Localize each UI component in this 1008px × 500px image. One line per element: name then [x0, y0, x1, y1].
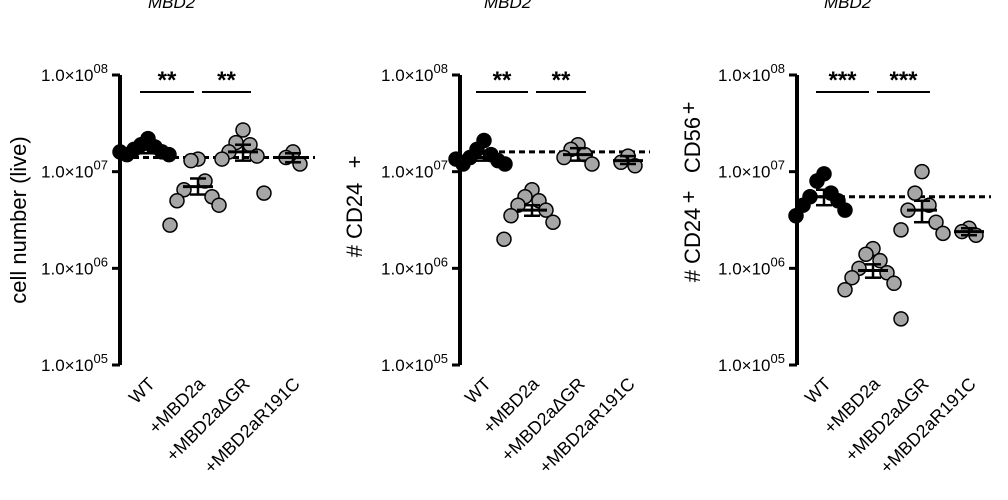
data-point	[809, 173, 825, 189]
data-point	[886, 275, 902, 292]
y-axis-label: # CD24	[342, 183, 367, 258]
data-point	[837, 282, 853, 298]
data-point	[503, 207, 519, 224]
data-point	[161, 146, 177, 163]
data-point	[613, 154, 629, 171]
data-point	[497, 156, 513, 172]
data-point	[112, 144, 128, 160]
y-axis-label-2: CD56	[680, 117, 705, 173]
top-fragment-text: MBD2	[148, 0, 196, 12]
significance-label: ***	[889, 67, 918, 94]
y-axis-label: cell number (live)	[6, 136, 31, 304]
panel-cell-number: MBD2 1.0×1005 1.0×1006 1.0×1007 1.0×1008 cell…	[6, 0, 315, 477]
y-tick-label: 1.0×1007	[381, 158, 448, 182]
y-axis-label-superscript: +	[676, 191, 701, 204]
y-tick-label: 1.0×1008	[718, 61, 785, 85]
data-point	[907, 185, 923, 201]
x-category-label: WT	[801, 374, 835, 408]
data-point	[448, 151, 464, 167]
data-point	[183, 152, 199, 169]
panel-cd24: MBD2 1.0×1005 1.0×1006 1.0×1007 1.0×1008 # CD…	[342, 0, 650, 477]
x-category-label: WT	[125, 374, 159, 408]
data-point	[169, 193, 185, 209]
data-point	[795, 197, 811, 213]
data-point	[914, 163, 930, 180]
data-point	[545, 214, 561, 230]
significance-label: ***	[828, 67, 857, 94]
y-axis-label-superscript: +	[342, 156, 367, 169]
y-axis-label: # CD24	[680, 208, 705, 283]
top-fragment-text: MBD2	[484, 0, 532, 12]
data-point	[211, 197, 227, 213]
data-point	[788, 207, 804, 224]
data-point	[496, 231, 512, 247]
x-category-label: WT	[461, 374, 495, 408]
y-tick-label: 1.0×1006	[381, 254, 448, 278]
y-tick-label: 1.0×1006	[718, 254, 785, 278]
y-tick-label: 1.0×1007	[718, 158, 785, 182]
data-point	[858, 246, 874, 262]
y-axis-label-2-superscript: +	[676, 102, 701, 115]
y-tick-label: 1.0×1005	[41, 351, 108, 375]
data-point	[214, 151, 230, 167]
data-point	[844, 269, 860, 286]
y-tick-label: 1.0×1006	[41, 254, 108, 278]
data-point	[935, 225, 951, 242]
data-point	[256, 185, 272, 201]
data-point	[235, 122, 251, 138]
data-point	[837, 202, 853, 218]
data-point	[292, 156, 308, 172]
data-point	[556, 149, 572, 166]
data-point	[893, 222, 909, 238]
significance-label: **	[552, 67, 571, 94]
significance-label: **	[217, 67, 236, 94]
y-tick-label: 1.0×1008	[41, 61, 108, 85]
y-tick-label: 1.0×1005	[718, 351, 785, 375]
top-fragment-text: MBD2	[824, 0, 872, 12]
y-tick-label: 1.0×1008	[381, 61, 448, 85]
data-point	[627, 158, 643, 174]
y-tick-label: 1.0×1007	[41, 158, 108, 182]
significance-label: **	[493, 67, 512, 94]
y-tick-label: 1.0×1005	[381, 351, 448, 375]
significance-label: **	[158, 67, 177, 94]
data-point	[893, 311, 909, 327]
data-point	[162, 217, 178, 233]
data-point	[584, 156, 600, 172]
panel-cd24-cd56: MBD2 1.0×1005 1.0×1006 1.0×1007 1.0×1008 # CD…	[676, 0, 991, 477]
